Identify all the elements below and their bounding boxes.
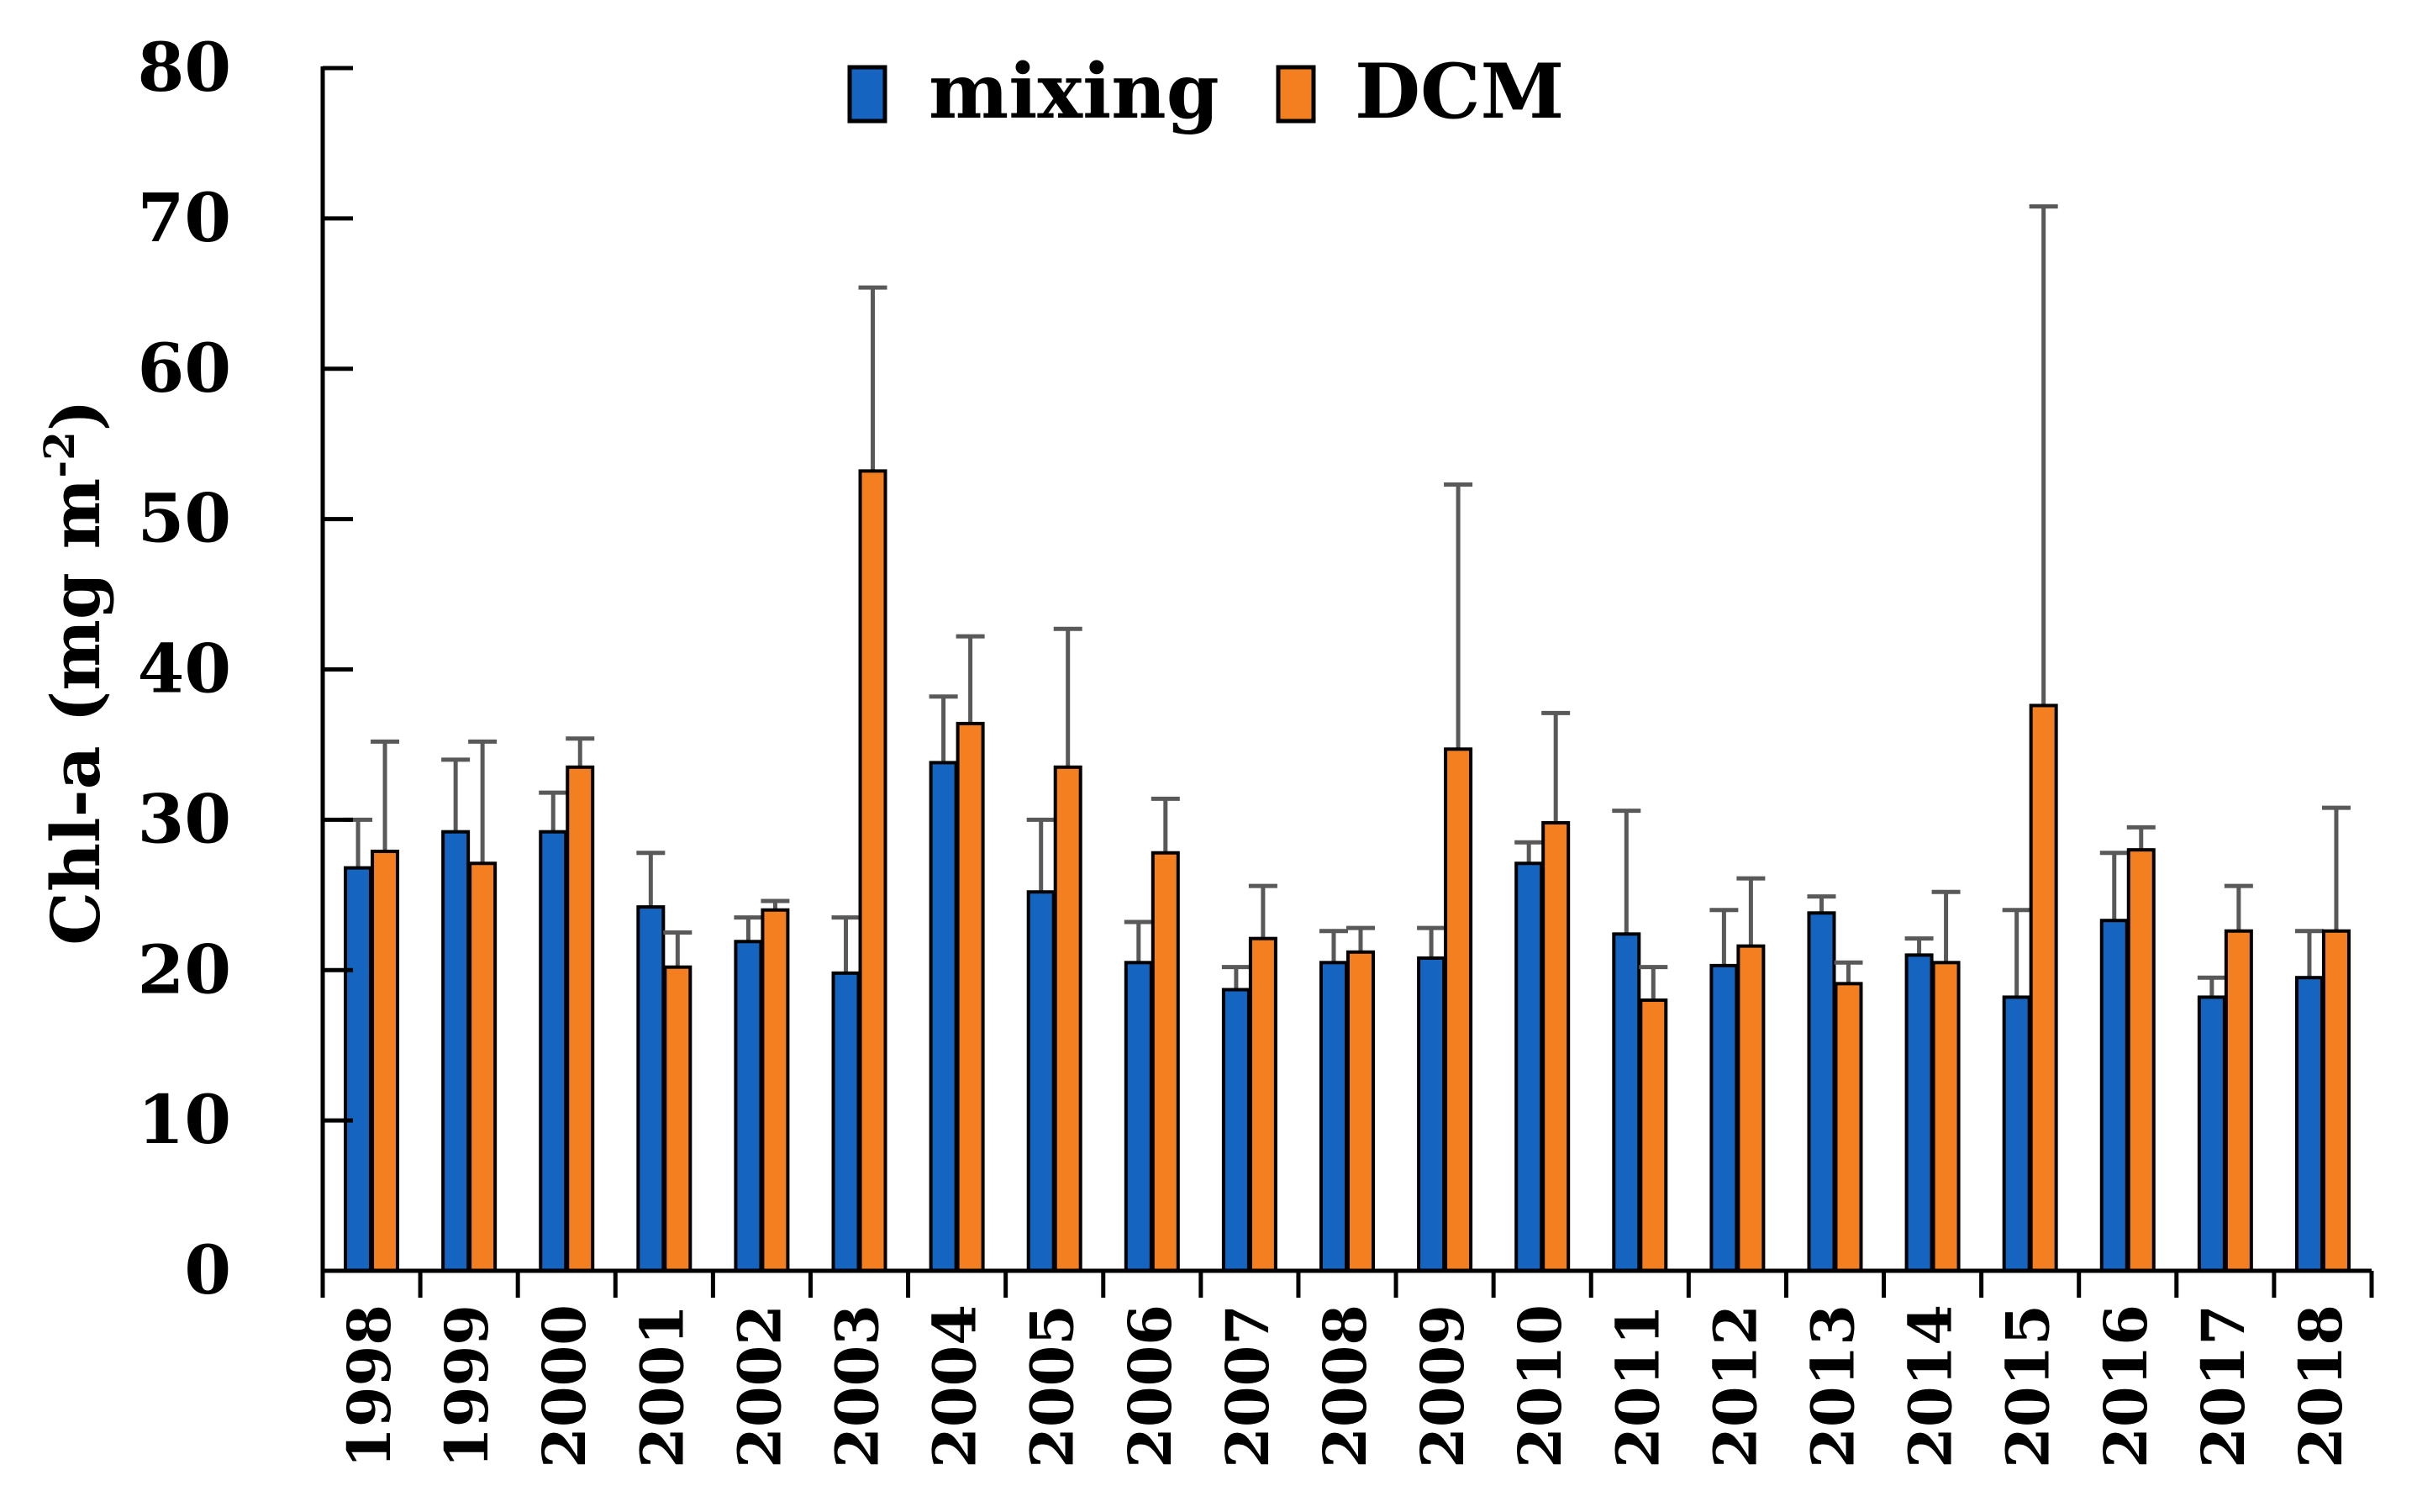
x-tick-label-2012: 2012	[1700, 1304, 1770, 1468]
bar-mixing-2018	[2294, 976, 2324, 1272]
bar-dcm-2016	[2126, 848, 2156, 1273]
y-axis-label: Chl-a (mg m-2)	[34, 399, 115, 945]
y-tick-label-70: 70	[138, 178, 231, 257]
bar-mixing-2001	[636, 905, 666, 1273]
legend-swatch-dcm	[1276, 65, 1316, 124]
bar-mixing-2012	[1709, 963, 1739, 1273]
bar-mixing-2016	[2099, 919, 2129, 1272]
x-tick-label-2018: 2018	[2286, 1304, 2356, 1468]
bar-mixing-2008	[1319, 961, 1348, 1273]
bar-dcm-2009	[1444, 747, 1473, 1272]
bar-mixing-2011	[1612, 932, 1641, 1272]
bar-dcm-2003	[858, 469, 887, 1272]
legend-swatch-mixing	[847, 65, 887, 124]
bar-dcm-2010	[1541, 820, 1571, 1272]
plot-area	[344, 204, 2351, 1273]
y-tick-label-20: 20	[138, 930, 231, 1009]
bar-dcm-2015	[2029, 703, 2058, 1272]
y-tick-label-50: 50	[138, 479, 231, 558]
legend-label-dcm: DCM	[1355, 47, 1564, 136]
x-tick-label-2001: 2001	[627, 1304, 697, 1468]
x-tick-label-2013: 2013	[1798, 1304, 1867, 1468]
bar-dcm-2012	[1736, 944, 1766, 1272]
y-axis-label-close: )	[36, 399, 115, 431]
bar-dcm-2004	[956, 721, 985, 1272]
bar-dcm-2013	[1834, 982, 1863, 1272]
bar-dcm-2000	[566, 765, 595, 1272]
bar-mixing-1999	[441, 830, 471, 1272]
x-tick-label-2016: 2016	[2091, 1304, 2161, 1468]
bar-mixing-2006	[1124, 961, 1153, 1273]
x-tick-label-2005: 2005	[1018, 1304, 1087, 1468]
y-axis-label-main: Chl-a (mg m	[36, 478, 115, 946]
y-axis-label-superscript: -2	[34, 431, 84, 478]
y-axis: 0 10 20 30 40 50 60 70 80	[138, 28, 353, 1309]
legend: mixing DCM	[847, 47, 1564, 136]
x-tick-label-2002: 2002	[724, 1304, 794, 1468]
bar-mixing-1998	[344, 866, 373, 1272]
bar-mixing-2017	[2197, 995, 2226, 1272]
bar-mixing-2007	[1221, 988, 1251, 1273]
bar-dcm-2001	[663, 965, 692, 1272]
x-tick-label-1998: 1998	[334, 1304, 404, 1468]
bar-mixing-2010	[1514, 861, 1544, 1273]
y-tick-label-30: 30	[138, 779, 231, 858]
x-tick-label-2015: 2015	[1993, 1304, 2063, 1468]
bar-dcm-2006	[1151, 851, 1180, 1272]
x-tick-label-2000: 2000	[529, 1304, 599, 1468]
x-tick-label-2008: 2008	[1310, 1304, 1380, 1468]
bar-dcm-2018	[2321, 929, 2351, 1273]
legend-label-mixing: mixing	[929, 47, 1219, 136]
bar-dcm-2005	[1053, 765, 1082, 1272]
x-tick-label-2004: 2004	[920, 1304, 990, 1468]
bar-mixing-2015	[2002, 995, 2031, 1272]
y-tick-label-40: 40	[138, 630, 231, 709]
bar-dcm-1999	[468, 861, 498, 1273]
x-tick-label-2003: 2003	[823, 1304, 893, 1468]
x-tick-label-2006: 2006	[1115, 1304, 1185, 1468]
bar-dcm-1998	[371, 849, 400, 1272]
x-tick-label-2007: 2007	[1213, 1304, 1282, 1468]
x-tick-label-2010: 2010	[1505, 1304, 1575, 1468]
y-tick-label-80: 80	[138, 28, 231, 107]
x-tick-label-2017: 2017	[2188, 1304, 2258, 1468]
bar-mixing-2009	[1417, 956, 1446, 1272]
bar-mixing-2003	[831, 971, 861, 1272]
x-tick-label-2014: 2014	[1896, 1304, 1966, 1468]
bar-mixing-2013	[1807, 911, 1836, 1272]
bar-dcm-2002	[761, 908, 790, 1272]
bar-dcm-2011	[1639, 998, 1668, 1273]
bar-mixing-2004	[929, 761, 958, 1272]
bar-mixing-2005	[1026, 890, 1056, 1272]
x-tick-label-2011: 2011	[1603, 1304, 1672, 1468]
x-axis: 1998 1999 2000 2001 2002 2003 2004 2005 2006 2007…	[320, 1268, 2374, 1468]
bar-dcm-2014	[1931, 961, 1961, 1273]
bar-mixing-2014	[1904, 953, 1934, 1273]
y-tick-label-0: 0	[184, 1230, 231, 1309]
bar-dcm-2017	[2224, 929, 2253, 1273]
bar-mixing-2002	[734, 940, 763, 1273]
bar-dcm-2008	[1346, 950, 1375, 1273]
x-tick-label-1999: 1999	[432, 1304, 502, 1468]
bar-mixing-2000	[539, 830, 568, 1272]
x-tick-label-2009: 2009	[1408, 1304, 1477, 1468]
y-tick-label-60: 60	[138, 329, 231, 408]
bar-dcm-2007	[1248, 936, 1277, 1273]
y-tick-label-10: 10	[138, 1080, 231, 1159]
